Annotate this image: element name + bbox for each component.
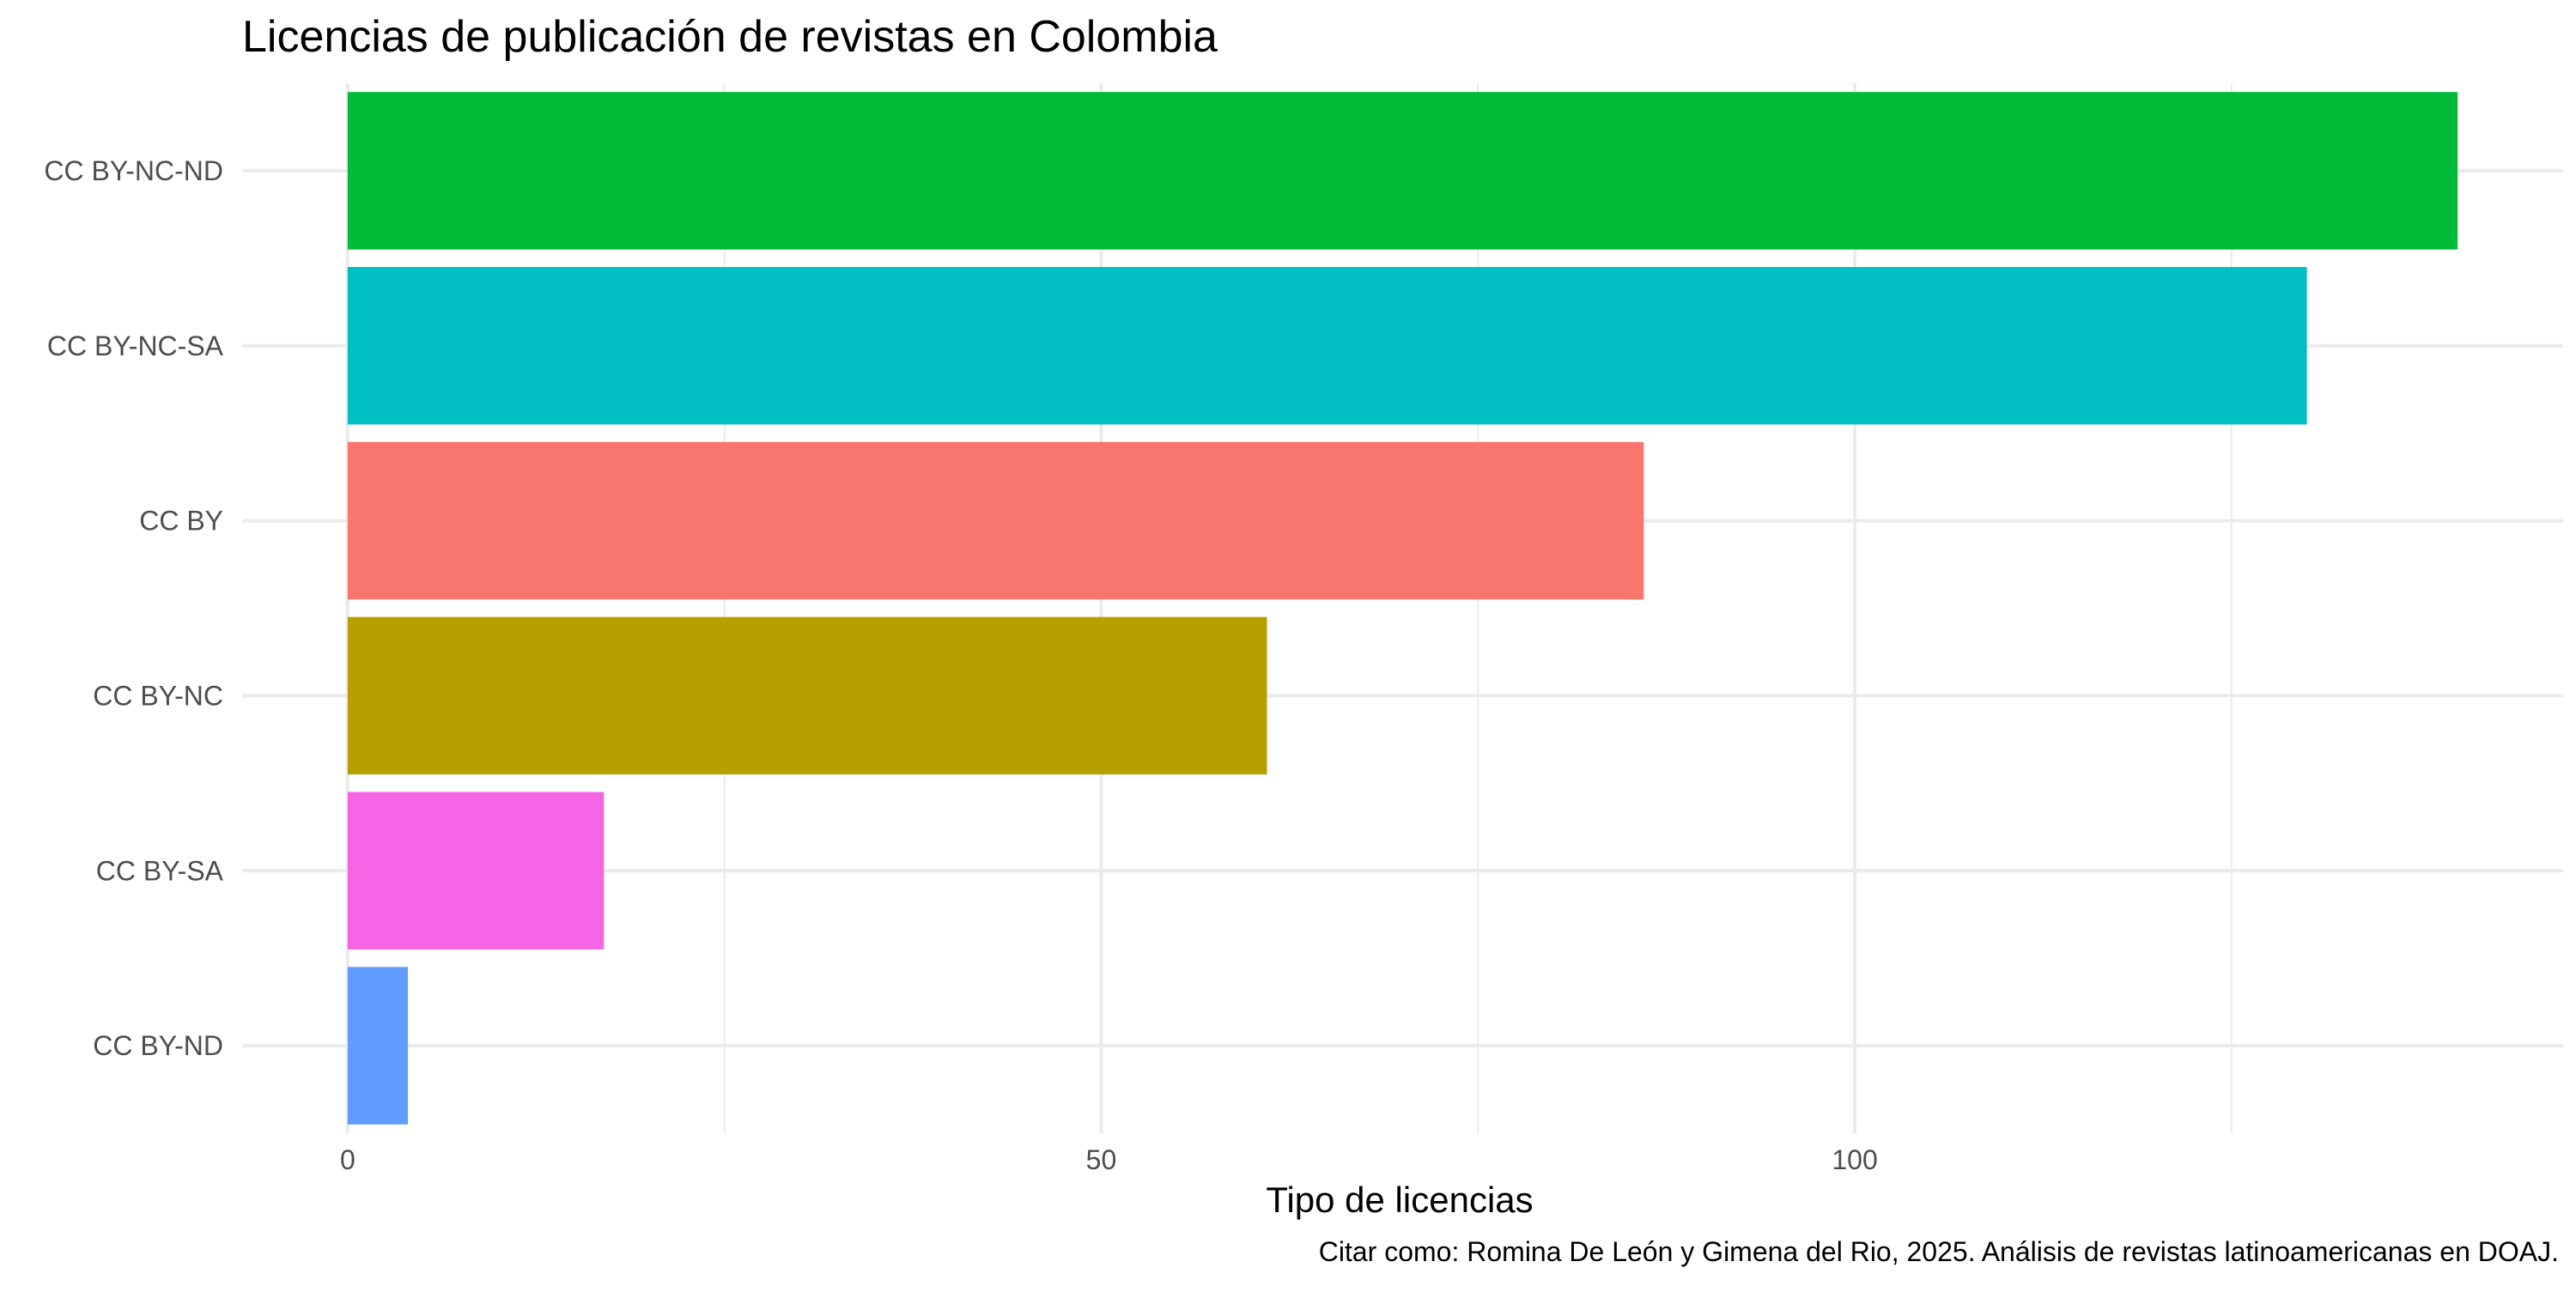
x-tick-label: 100: [1832, 1144, 1877, 1175]
y-tick-label: CC BY-SA: [96, 855, 224, 886]
x-axis-title: Tipo de licencias: [1266, 1180, 1533, 1220]
bar-cc-by-nc: [347, 616, 1267, 775]
x-tick-label: 0: [340, 1144, 355, 1175]
y-tick-label: CC BY-NC-ND: [44, 155, 223, 186]
chart-title: Licencias de publicación de revistas en …: [242, 12, 1218, 62]
bar-cc-by-nc-nd: [347, 92, 2458, 250]
y-tick-label: CC BY: [139, 506, 223, 537]
labels-layer: CC BY-NC-ND CC BY-NC-SA CC BY CC BY-NC CC BY…: [44, 155, 1877, 1175]
y-tick-label: CC BY-ND: [93, 1030, 223, 1061]
bar-cc-by: [347, 441, 1644, 600]
bar-cc-by-sa: [347, 792, 605, 949]
x-tick-label: 50: [1086, 1144, 1117, 1175]
y-tick-label: CC BY-NC: [93, 680, 223, 711]
chart-caption: Citar como: Romina De León y Gimena del …: [1319, 1236, 2559, 1267]
y-tick-label: CC BY-NC-SA: [47, 331, 224, 361]
bars-layer: [347, 92, 2458, 1125]
bar-cc-by-nc-sa: [347, 267, 2307, 425]
bar-cc-by-nd: [347, 967, 409, 1125]
